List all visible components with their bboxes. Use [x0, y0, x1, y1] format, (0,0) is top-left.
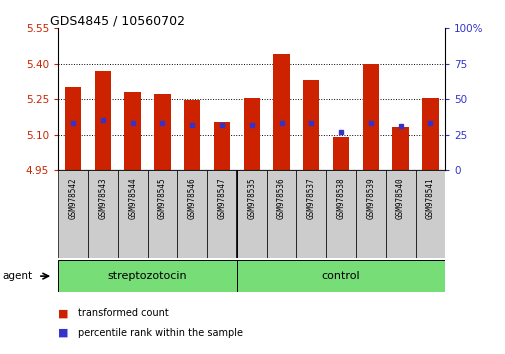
Bar [421, 98, 438, 170]
Bar [88, 170, 118, 258]
Bar [118, 170, 147, 258]
Bar [94, 71, 111, 170]
Text: streptozotocin: streptozotocin [108, 271, 187, 281]
Bar [147, 170, 177, 258]
Bar [65, 87, 81, 170]
Bar [273, 54, 289, 170]
Bar [236, 170, 266, 258]
Text: GSM978547: GSM978547 [217, 177, 226, 219]
Text: GSM978544: GSM978544 [128, 177, 137, 219]
Text: agent: agent [3, 271, 33, 281]
Text: ■: ■ [58, 328, 69, 338]
Text: GSM978539: GSM978539 [366, 177, 375, 219]
Bar [302, 80, 319, 170]
Text: GSM978543: GSM978543 [98, 177, 107, 219]
Text: GSM978545: GSM978545 [158, 177, 167, 219]
Bar [177, 170, 207, 258]
Bar [355, 170, 385, 258]
Text: ■: ■ [58, 308, 69, 318]
Bar [154, 95, 170, 170]
Bar [296, 170, 326, 258]
Bar [124, 92, 140, 170]
Bar [207, 170, 236, 258]
Bar [385, 170, 415, 258]
Text: transformed count: transformed count [78, 308, 169, 318]
Bar [362, 64, 378, 170]
Text: GSM978542: GSM978542 [69, 177, 77, 219]
Text: GSM978537: GSM978537 [306, 177, 315, 219]
Text: GSM978536: GSM978536 [276, 177, 285, 219]
Bar [236, 260, 459, 292]
Text: GSM978540: GSM978540 [395, 177, 405, 219]
Text: percentile rank within the sample: percentile rank within the sample [78, 328, 243, 338]
Bar [415, 170, 444, 258]
Bar [243, 98, 260, 170]
Text: control: control [321, 271, 360, 281]
Bar [58, 260, 236, 292]
Bar [266, 170, 296, 258]
Text: GSM978538: GSM978538 [336, 177, 345, 219]
Bar [392, 127, 408, 170]
Text: GSM978546: GSM978546 [187, 177, 196, 219]
Bar [58, 170, 88, 258]
Bar [184, 100, 200, 170]
Text: GSM978535: GSM978535 [247, 177, 256, 219]
Text: GSM978541: GSM978541 [425, 177, 434, 219]
Bar [332, 137, 348, 170]
Bar [326, 170, 355, 258]
Bar [213, 121, 230, 170]
Text: GDS4845 / 10560702: GDS4845 / 10560702 [50, 14, 185, 27]
